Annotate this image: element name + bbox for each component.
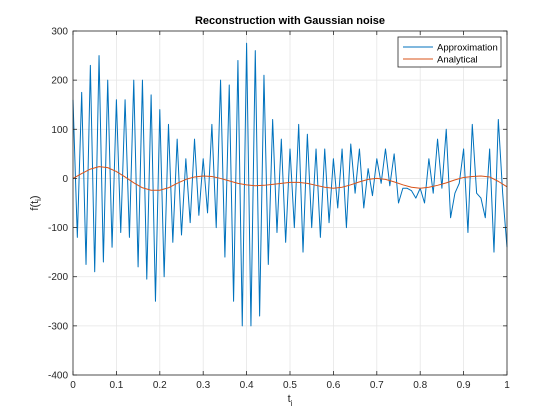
y-axis-label-sub: i	[34, 199, 43, 201]
legend-label-analytical: Analytical	[437, 55, 478, 66]
y-axis-label-main: f(t	[29, 201, 41, 211]
tick-labels: 0 0.1 0.2 0.3 0.4 0.5 0.6 0.7 0.8 0.9 1 -400 -300 -20…	[48, 27, 510, 392]
series-line-analytical	[72, 166, 508, 191]
y-tick-label: 200	[51, 76, 68, 87]
y-tick-label: 0	[62, 174, 68, 185]
x-tick-label: 0.8	[413, 380, 427, 391]
x-tick-label: 0.3	[196, 380, 210, 391]
legend: Approximation Analytical	[397, 36, 502, 68]
x-axis-label: ti	[288, 393, 293, 408]
y-tick-label: -100	[48, 223, 68, 234]
legend-label-approximation: Approximation	[437, 43, 498, 54]
y-tick-label: 300	[51, 27, 68, 38]
y-tick-label: -300	[48, 321, 68, 332]
x-tick-label: 1	[504, 380, 510, 391]
y-tick-label: 100	[51, 125, 68, 136]
y-tick-label: -200	[48, 272, 68, 283]
axis-ticks	[72, 30, 508, 376]
chart-title: Reconstruction with Gaussian noise	[195, 15, 385, 27]
y-axis-label-close: )	[29, 195, 41, 199]
x-tick-label: 0.5	[283, 380, 297, 391]
y-tick-label: -400	[48, 371, 68, 382]
y-axis-label: f(ti)	[29, 195, 43, 210]
x-axis-label-main: t	[288, 393, 291, 405]
x-tick-label: 0	[70, 380, 76, 391]
x-tick-label: 0.6	[326, 380, 340, 391]
x-axis-label-sub: i	[291, 399, 293, 408]
series-line-approximation	[72, 42, 508, 327]
series-layer	[72, 42, 508, 327]
x-tick-label: 0.7	[370, 380, 384, 391]
x-tick-label: 0.1	[109, 380, 123, 391]
x-tick-label: 0.9	[457, 380, 471, 391]
x-tick-label: 0.2	[153, 380, 167, 391]
legend-box	[397, 36, 502, 68]
x-tick-label: 0.4	[240, 380, 254, 391]
